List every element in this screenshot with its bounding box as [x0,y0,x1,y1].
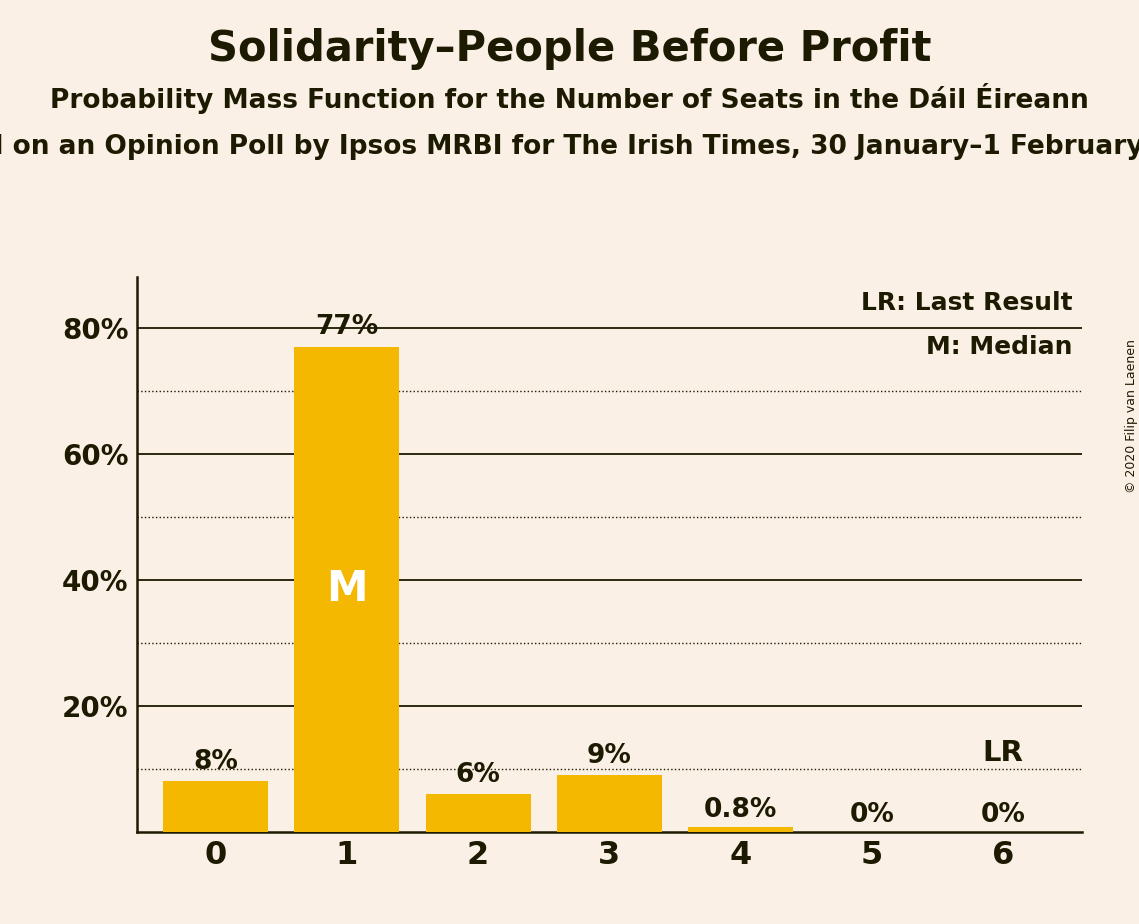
Text: 0.8%: 0.8% [704,796,777,822]
Bar [163,781,268,832]
Text: © 2020 Filip van Laenen: © 2020 Filip van Laenen [1124,339,1138,492]
Text: 8%: 8% [192,748,238,775]
Text: 77%: 77% [316,314,378,340]
Bar [688,827,793,832]
Text: 0%: 0% [850,802,894,828]
Text: LR: Last Result: LR: Last Result [861,291,1073,315]
Text: Probability Mass Function for the Number of Seats in the Dáil Éireann: Probability Mass Function for the Number… [50,83,1089,115]
Text: LR: LR [983,739,1024,767]
Text: Solidarity–People Before Profit: Solidarity–People Before Profit [207,28,932,69]
Text: 0%: 0% [981,802,1026,828]
Bar [426,794,531,832]
Text: Based on an Opinion Poll by Ipsos MRBI for The Irish Times, 30 January–1 Februar: Based on an Opinion Poll by Ipsos MRBI f… [0,134,1139,160]
Text: 6%: 6% [456,761,500,787]
Text: M: M [326,568,368,610]
Bar [557,775,662,832]
Bar [294,346,400,832]
Text: M: Median: M: Median [926,335,1073,359]
Text: 9%: 9% [587,743,632,769]
